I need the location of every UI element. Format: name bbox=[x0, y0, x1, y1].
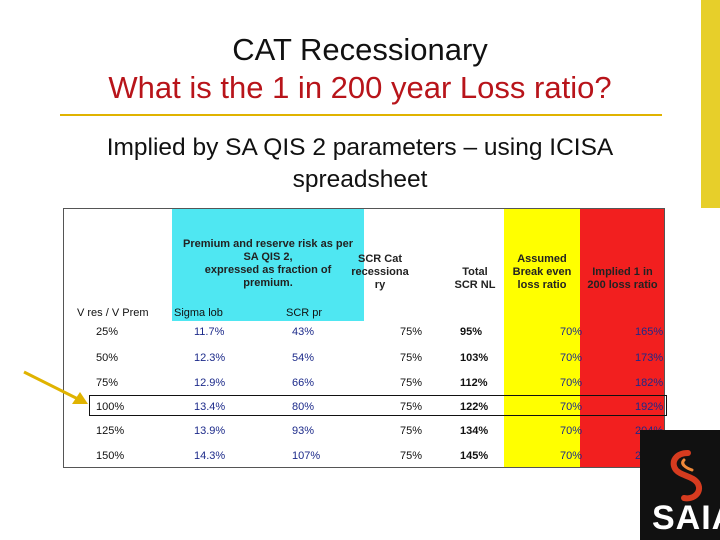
cell-total: 103% bbox=[460, 352, 489, 364]
header-premium-reserve-l1: Premium and reserve risk as per bbox=[183, 238, 353, 250]
header-breakeven-l1: Assumed bbox=[517, 253, 567, 265]
header-total-scr-l1: Total bbox=[462, 266, 488, 278]
premium-reserve-header-block bbox=[172, 208, 364, 321]
header-premium-reserve-l2: SA QIS 2, bbox=[243, 251, 293, 263]
cell-implied: 182% bbox=[635, 377, 664, 389]
cell-scr-cat: 75% bbox=[400, 425, 423, 437]
header-implied-l1: Implied 1 in bbox=[592, 266, 653, 278]
header-premium-reserve-l4: premium. bbox=[243, 277, 293, 289]
cell-scr-pr: 80% bbox=[292, 401, 315, 413]
cell-breakeven: 70% bbox=[560, 377, 583, 389]
header-scr-cat-l1: SCR Cat bbox=[357, 253, 402, 265]
subtitle-line2: spreadsheet bbox=[292, 166, 428, 193]
cell-vres: 50% bbox=[96, 352, 119, 364]
breakeven-column-block bbox=[504, 208, 580, 468]
header-premium-reserve: Premium and reserve risk as per SA QIS 2… bbox=[172, 238, 364, 290]
subtitle-line1: Implied by SA QIS 2 parameters – using I… bbox=[106, 134, 614, 161]
cell-sigma: 12.3% bbox=[194, 352, 226, 364]
cell-breakeven: 70% bbox=[560, 401, 583, 413]
cell-total: 145% bbox=[460, 450, 489, 462]
header-vres-vprem: V res / V Prem bbox=[77, 307, 149, 319]
header-total-scr-l2: SCR NL bbox=[454, 279, 496, 291]
cell-sigma: 11.7% bbox=[194, 326, 225, 338]
cell-scr-pr: 54% bbox=[292, 352, 315, 364]
header-scr-cat-l2: recessiona bbox=[351, 266, 409, 278]
cell-scr-pr: 43% bbox=[292, 326, 315, 338]
cell-scr-cat: 75% bbox=[400, 401, 423, 413]
cell-scr-cat: 75% bbox=[400, 377, 423, 389]
cell-scr-pr: 93% bbox=[292, 425, 315, 437]
header-scr-cat: SCR Cat recessiona ry bbox=[340, 253, 420, 292]
cell-vres: 125% bbox=[96, 425, 125, 437]
header-scr-cat-l3: ry bbox=[374, 279, 386, 291]
cell-scr-cat: 75% bbox=[400, 352, 423, 364]
logo-background bbox=[640, 430, 720, 540]
title-divider bbox=[60, 114, 662, 116]
cell-vres: 150% bbox=[96, 450, 125, 462]
cell-breakeven: 70% bbox=[560, 450, 583, 462]
cell-sigma: 13.4% bbox=[194, 401, 226, 413]
header-breakeven-l3: loss ratio bbox=[517, 279, 567, 291]
cell-vres: 100% bbox=[96, 401, 125, 413]
slide-subtitle: Implied by SA QIS 2 parameters – using I… bbox=[40, 132, 680, 196]
cell-vres: 75% bbox=[96, 377, 119, 389]
header-implied-l2: 200 loss ratio bbox=[587, 279, 658, 291]
header-total-scr: Total SCR NL bbox=[440, 266, 510, 292]
header-premium-reserve-l3: expressed as fraction of bbox=[204, 264, 332, 276]
cell-breakeven: 70% bbox=[560, 425, 583, 437]
implied-column-block bbox=[580, 208, 665, 468]
cell-scr-pr: 107% bbox=[292, 450, 321, 462]
cell-sigma: 14.3% bbox=[194, 450, 226, 462]
arrow-icon bbox=[23, 370, 88, 404]
cell-vres: 25% bbox=[96, 326, 119, 338]
logo-text: SAIA bbox=[652, 499, 720, 537]
cell-implied: 173% bbox=[635, 352, 664, 364]
cell-total: 112% bbox=[460, 377, 488, 389]
cell-implied: 192% bbox=[635, 401, 664, 413]
decorative-side-bar bbox=[701, 0, 720, 262]
cell-sigma: 13.9% bbox=[194, 425, 226, 437]
cell-total: 95% bbox=[460, 326, 483, 338]
cell-scr-pr: 66% bbox=[292, 377, 315, 389]
highlighted-row-outline bbox=[89, 395, 667, 416]
header-sigma-lob: Sigma lob bbox=[174, 307, 223, 319]
cell-total: 122% bbox=[460, 401, 489, 413]
header-breakeven-l2: Break even bbox=[512, 266, 572, 278]
header-assumed-breakeven: Assumed Break even loss ratio bbox=[504, 253, 580, 292]
cell-total: 134% bbox=[460, 425, 489, 437]
cell-sigma: 12.9% bbox=[194, 377, 226, 389]
header-implied: Implied 1 in 200 loss ratio bbox=[580, 266, 665, 292]
cell-breakeven: 70% bbox=[560, 352, 583, 364]
saia-logo-icon bbox=[670, 450, 702, 502]
header-scr-pr: SCR pr bbox=[286, 307, 323, 319]
cell-implied: 165% bbox=[635, 326, 664, 338]
table-frame bbox=[63, 208, 665, 468]
cell-breakeven: 70% bbox=[560, 326, 583, 338]
decorative-side-gap bbox=[701, 208, 720, 358]
cell-scr-cat: 75% bbox=[400, 450, 423, 462]
slide-title-line2: What is the 1 in 200 year Loss ratio? bbox=[108, 70, 612, 105]
slide-title-line1: CAT Recessionary bbox=[232, 32, 488, 67]
cell-scr-cat: 75% bbox=[400, 326, 423, 338]
